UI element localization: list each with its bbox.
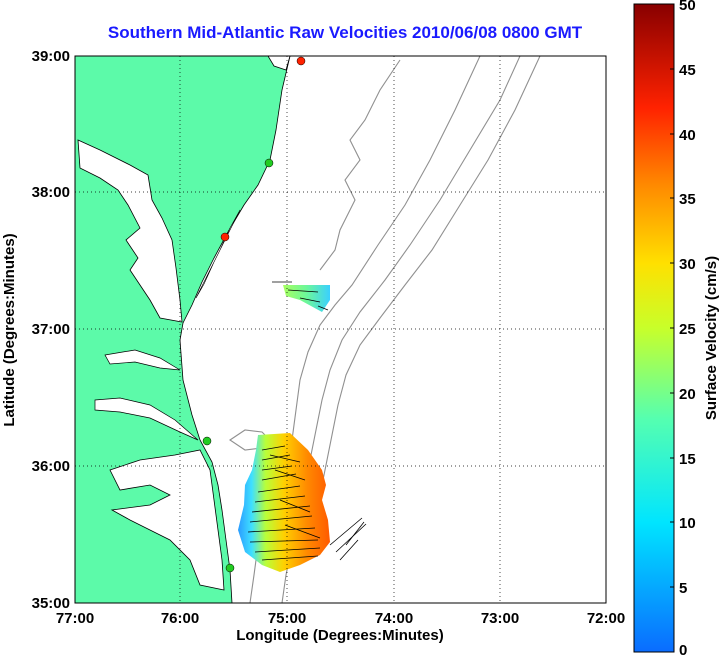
station-markers xyxy=(202,56,306,573)
plot-title: Southern Mid-Atlantic Raw Velocities 201… xyxy=(108,23,583,42)
colorbar-tick-label: 35 xyxy=(679,191,696,208)
y-tick-label: 37:00 xyxy=(32,321,70,338)
x-axis: 77:00 76:00 75:00 74:00 73:00 72:00 Long… xyxy=(56,610,625,644)
colorbar-tick-label: 15 xyxy=(679,451,696,468)
colorbar-tick-label: 25 xyxy=(679,321,696,338)
colorbar-tick-label: 30 xyxy=(679,256,696,273)
grid-lines xyxy=(75,56,606,603)
y-axis: 39:00 38:00 37:00 36:00 35:00 Latitude (… xyxy=(1,48,70,612)
station-marker-red xyxy=(296,56,306,66)
station-marker-green xyxy=(225,563,235,573)
colorbar-tick-label: 20 xyxy=(679,386,696,403)
colorbar-tick-label: 10 xyxy=(679,515,696,532)
x-tick-label: 76:00 xyxy=(161,610,199,627)
plot-frame xyxy=(74,55,607,604)
x-tick-label: 74:00 xyxy=(375,610,413,627)
velocity-patch-south xyxy=(238,433,330,572)
y-tick-label: 35:00 xyxy=(32,595,70,612)
colorbar-tick-label: 5 xyxy=(679,580,687,597)
velocity-vectors xyxy=(247,281,367,561)
colorbar-label: Surface Velocity (cm/s) xyxy=(703,256,720,420)
colorbar-tick-label: 50 xyxy=(679,0,696,14)
y-axis-label: Latitude (Degrees:Minutes) xyxy=(1,233,18,426)
station-marker-green xyxy=(202,436,212,446)
velocity-patch-mid xyxy=(283,285,330,312)
y-tick-label: 39:00 xyxy=(32,48,70,65)
chesapeake-bay xyxy=(77,139,183,323)
station-marker-green xyxy=(264,158,274,168)
y-tick-label: 38:00 xyxy=(32,184,70,201)
plot-area xyxy=(75,56,606,603)
bathymetry-contours xyxy=(229,56,541,603)
station-marker-red xyxy=(220,232,230,242)
colorbar-scale xyxy=(633,3,675,653)
pamlico-sound xyxy=(109,449,225,591)
x-axis-label: Longitude (Degrees:Minutes) xyxy=(236,627,444,644)
colorbar-tick-label: 40 xyxy=(679,127,696,144)
x-tick-label: 75:00 xyxy=(268,610,306,627)
colorbar-tick-label: 45 xyxy=(679,62,696,79)
x-tick-label: 72:00 xyxy=(587,610,625,627)
y-tick-label: 36:00 xyxy=(32,458,70,475)
colorbar: 50 45 40 35 30 25 20 15 10 5 0 Surface V… xyxy=(633,0,720,659)
x-tick-label: 77:00 xyxy=(56,610,94,627)
x-tick-label: 73:00 xyxy=(481,610,519,627)
colorbar-tick-label: 0 xyxy=(679,642,687,659)
